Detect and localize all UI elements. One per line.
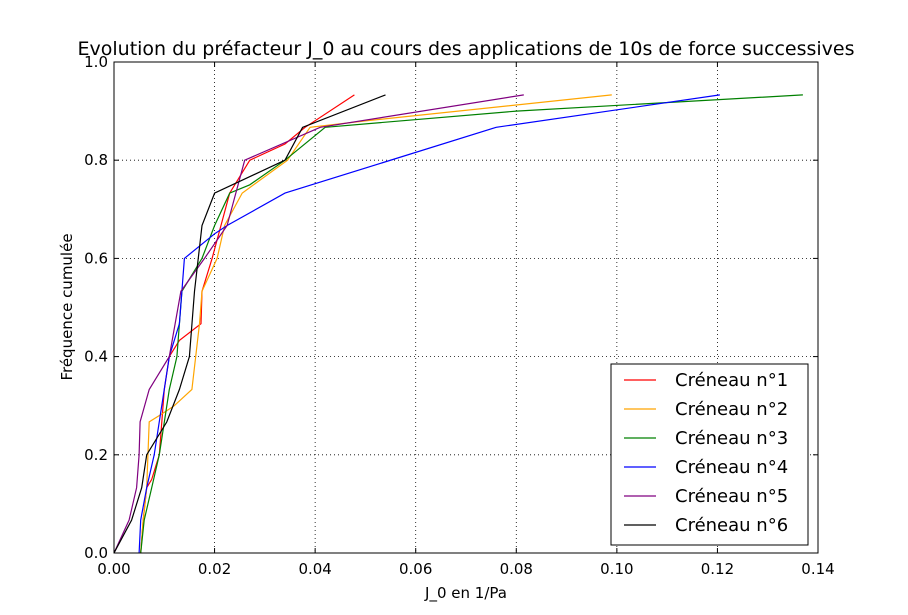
chart-title: Evolution du préfacteur J_0 au cours des… (78, 38, 855, 60)
y-tick-label: 0.2 (84, 446, 108, 464)
ticks: 0.00 0.02 0.04 0.06 0.08 0.10 0.12 0.14 0.0 0.2 0.… (84, 53, 835, 578)
legend: Créneau n°1 Créneau n°2 Créneau n°3 Créneau… (610, 363, 809, 546)
legend-label-4: Créneau n°4 (675, 457, 788, 478)
series-line-4 (138, 94, 720, 554)
x-tick-label: 0.10 (600, 560, 633, 578)
y-tick-label: 0.6 (84, 249, 108, 267)
x-axis-label: J_0 en 1/Pa (424, 584, 507, 603)
x-tick-label: 0.14 (801, 560, 834, 578)
y-axis-label: Fréquence cumulée (58, 233, 76, 380)
legend-box (610, 363, 809, 546)
series-line-6 (113, 94, 386, 554)
y-tick-label: 0.0 (84, 544, 108, 562)
legend-label-2: Créneau n°2 (675, 399, 788, 420)
y-tick-label: 1.0 (84, 53, 108, 71)
y-tick-label: 0.8 (84, 151, 108, 169)
y-tick-label: 0.4 (84, 348, 108, 366)
plot-frame (113, 61, 819, 554)
grid (114, 62, 818, 553)
legend-label-6: Créneau n°6 (675, 515, 788, 536)
x-tick-label: 0.08 (500, 560, 533, 578)
series-line-5 (113, 94, 524, 554)
x-tick-label: 0.12 (701, 560, 734, 578)
x-tick-label: 0.04 (298, 560, 331, 578)
series-line-3 (140, 94, 803, 554)
series-line-1 (140, 94, 355, 554)
x-tick-label: 0.02 (198, 560, 231, 578)
legend-label-5: Créneau n°5 (675, 486, 788, 507)
x-tick-label: 0.06 (399, 560, 432, 578)
legend-label-1: Créneau n°1 (675, 370, 788, 391)
series-line-2 (140, 94, 612, 554)
legend-label-3: Créneau n°3 (675, 428, 788, 449)
legend-entries: Créneau n°1 Créneau n°2 Créneau n°3 Créneau… (624, 370, 788, 536)
x-tick-label: 0.00 (97, 560, 130, 578)
series-group (113, 94, 803, 554)
